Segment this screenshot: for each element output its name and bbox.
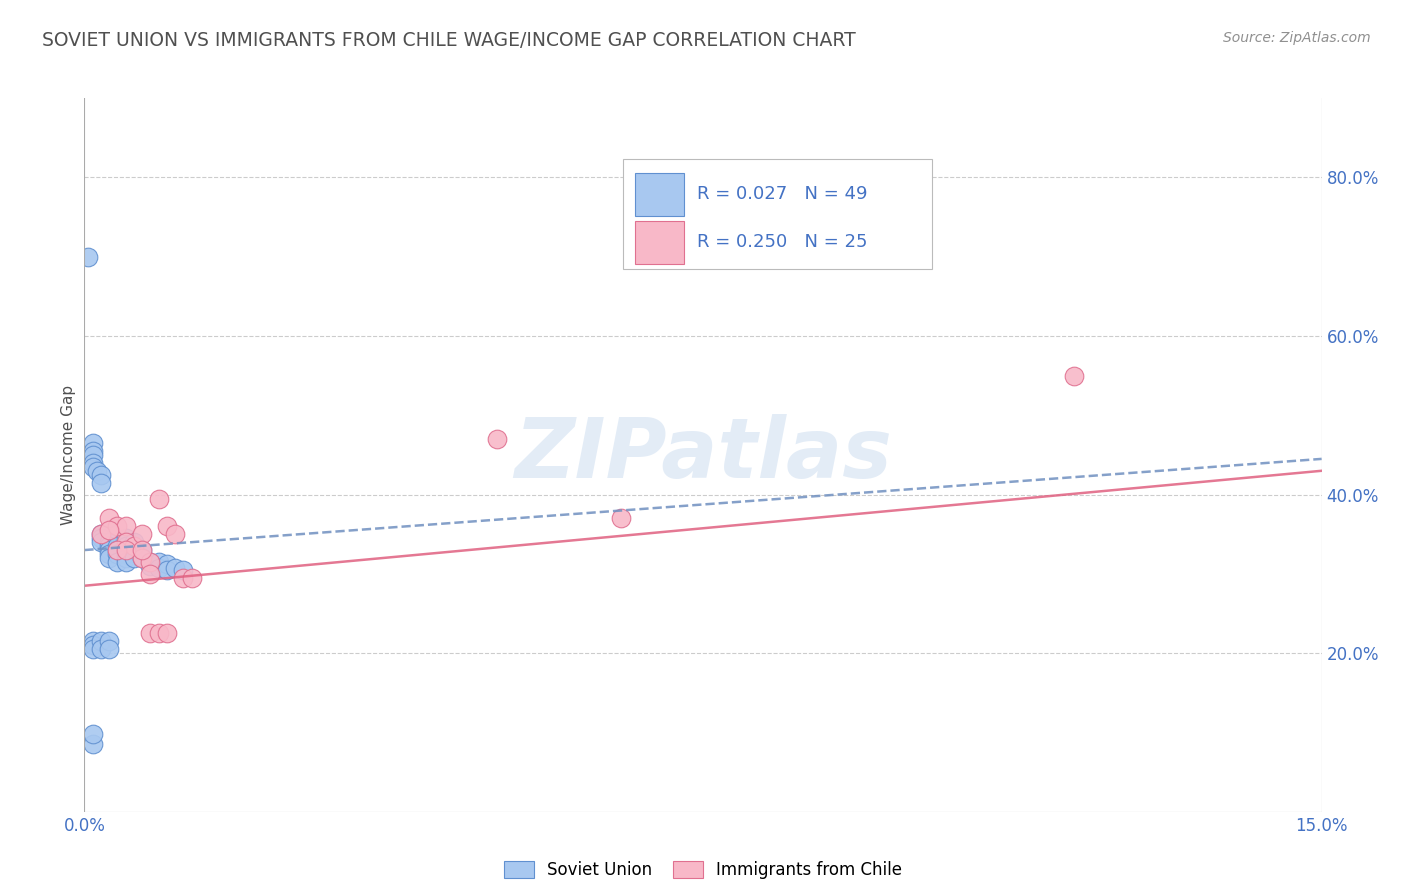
Point [98, 523, 121, 537]
Point [98, 511, 121, 525]
Text: ZIPatlas: ZIPatlas [515, 415, 891, 495]
Point [165, 527, 187, 541]
Point [609, 511, 631, 525]
Point [139, 555, 162, 569]
Text: Source: ZipAtlas.com: Source: ZipAtlas.com [1223, 31, 1371, 45]
Point [77, 250, 100, 264]
Point [82, 456, 104, 470]
Legend: Soviet Union, Immigrants from Chile: Soviet Union, Immigrants from Chile [498, 854, 908, 886]
Point [105, 555, 128, 569]
Point [148, 560, 170, 574]
Point [82, 727, 104, 741]
Point [82, 444, 104, 458]
Point [114, 519, 136, 533]
Point [122, 539, 145, 553]
Point [82, 448, 104, 462]
Point [114, 539, 136, 553]
Point [90, 527, 112, 541]
Point [90, 475, 112, 490]
Point [131, 551, 153, 566]
Point [114, 555, 136, 569]
FancyBboxPatch shape [623, 159, 932, 269]
Point [98, 539, 121, 553]
Point [105, 539, 128, 553]
Point [82, 737, 104, 751]
Point [90, 535, 112, 549]
Point [82, 459, 104, 474]
Point [98, 543, 121, 558]
Point [131, 527, 153, 541]
Point [114, 543, 136, 558]
Point [114, 551, 136, 566]
Point [82, 436, 104, 450]
Point [114, 535, 136, 549]
Point [82, 638, 104, 652]
Point [165, 560, 187, 574]
Point [98, 551, 121, 566]
Point [139, 626, 162, 640]
Point [114, 531, 136, 545]
Point [98, 535, 121, 549]
Text: SOVIET UNION VS IMMIGRANTS FROM CHILE WAGE/INCOME GAP CORRELATION CHART: SOVIET UNION VS IMMIGRANTS FROM CHILE WA… [42, 31, 856, 50]
Point [148, 626, 170, 640]
FancyBboxPatch shape [636, 221, 685, 264]
Point [156, 563, 179, 577]
Point [105, 543, 128, 558]
Point [105, 547, 128, 561]
Point [90, 467, 112, 482]
Point [86, 464, 108, 478]
Point [90, 642, 112, 657]
Point [98, 634, 121, 648]
Point [1063, 368, 1085, 383]
Point [172, 571, 194, 585]
Point [90, 527, 112, 541]
Point [105, 543, 128, 558]
Point [156, 626, 179, 640]
Point [148, 555, 170, 569]
Text: R = 0.027   N = 49: R = 0.027 N = 49 [697, 186, 868, 203]
Point [156, 519, 179, 533]
Point [148, 491, 170, 506]
Point [139, 566, 162, 581]
Point [180, 571, 202, 585]
Point [105, 519, 128, 533]
Point [131, 543, 153, 558]
Text: R = 0.250   N = 25: R = 0.250 N = 25 [697, 234, 868, 252]
Point [156, 558, 179, 572]
Point [485, 432, 508, 446]
Point [82, 634, 104, 648]
Point [98, 642, 121, 657]
Point [139, 555, 162, 569]
Point [122, 543, 145, 558]
FancyBboxPatch shape [636, 173, 685, 216]
Point [114, 547, 136, 561]
Point [122, 535, 145, 549]
Point [172, 563, 194, 577]
Point [114, 543, 136, 558]
Point [98, 547, 121, 561]
Point [90, 531, 112, 545]
Point [122, 551, 145, 566]
Point [82, 642, 104, 657]
Point [90, 634, 112, 648]
Point [139, 558, 162, 573]
Point [131, 551, 153, 566]
Point [131, 543, 153, 558]
Y-axis label: Wage/Income Gap: Wage/Income Gap [60, 384, 76, 525]
